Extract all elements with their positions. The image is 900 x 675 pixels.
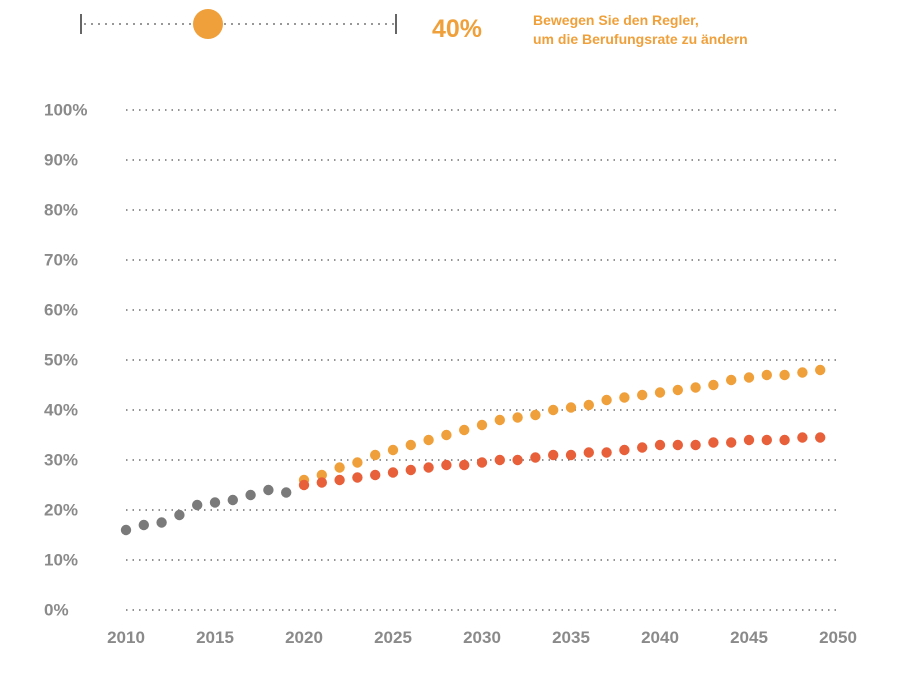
point-series-1 bbox=[690, 382, 701, 393]
point-series-1 bbox=[743, 372, 755, 383]
point-series-1 bbox=[423, 434, 434, 446]
point-series-2 bbox=[423, 462, 434, 473]
y-tick-label: 100% bbox=[44, 100, 87, 119]
y-tick-label: 30% bbox=[44, 450, 78, 469]
point-series-2 bbox=[601, 447, 612, 458]
y-tick-label: 50% bbox=[44, 350, 78, 369]
point-series-1 bbox=[672, 384, 683, 396]
slider-knob[interactable] bbox=[193, 9, 223, 39]
point-series-2 bbox=[370, 469, 381, 481]
point-series-2 bbox=[441, 459, 452, 471]
y-tick-label: 70% bbox=[44, 250, 78, 269]
point-series-2 bbox=[298, 479, 310, 491]
point-series-0 bbox=[209, 497, 221, 508]
point-series-1 bbox=[316, 469, 327, 481]
point-series-1 bbox=[352, 457, 363, 468]
point-series-1 bbox=[494, 414, 505, 426]
point-series-2 bbox=[779, 434, 790, 446]
y-tick-label: 20% bbox=[44, 500, 78, 519]
point-series-2 bbox=[690, 439, 701, 451]
point-series-2 bbox=[672, 439, 683, 451]
point-series-2 bbox=[548, 449, 559, 461]
point-series-2 bbox=[637, 442, 648, 453]
x-tick-label: 2050 bbox=[819, 628, 857, 647]
point-series-0 bbox=[227, 494, 238, 506]
point-series-2 bbox=[565, 449, 577, 461]
point-series-1 bbox=[530, 409, 541, 421]
point-series-0 bbox=[156, 517, 167, 528]
y-tick-label: 80% bbox=[44, 200, 78, 219]
point-series-2 bbox=[476, 457, 488, 468]
point-series-2 bbox=[459, 459, 470, 471]
point-series-1 bbox=[619, 392, 630, 403]
point-series-1 bbox=[637, 389, 648, 401]
point-series-1 bbox=[565, 402, 577, 413]
point-series-2 bbox=[708, 437, 719, 448]
point-series-0 bbox=[192, 499, 203, 511]
point-series-1 bbox=[654, 387, 666, 398]
point-series-2 bbox=[494, 454, 505, 466]
x-tick-label: 2020 bbox=[285, 628, 323, 647]
point-series-2 bbox=[654, 439, 666, 451]
point-series-2 bbox=[815, 432, 826, 443]
point-series-1 bbox=[797, 367, 808, 378]
y-tick-label: 10% bbox=[44, 550, 78, 569]
point-series-0 bbox=[174, 509, 185, 521]
x-tick-label: 2010 bbox=[107, 628, 145, 647]
point-series-1 bbox=[583, 399, 594, 411]
point-series-1 bbox=[708, 379, 719, 391]
point-series-2 bbox=[583, 447, 594, 458]
x-tick-label: 2025 bbox=[374, 628, 412, 647]
point-series-1 bbox=[441, 429, 452, 441]
point-series-1 bbox=[601, 394, 612, 406]
y-tick-label: 60% bbox=[44, 300, 78, 319]
point-series-1 bbox=[761, 369, 772, 381]
point-series-1 bbox=[548, 404, 559, 416]
point-series-2 bbox=[726, 437, 737, 448]
point-series-2 bbox=[316, 477, 327, 488]
point-series-1 bbox=[459, 424, 470, 436]
point-series-1 bbox=[334, 462, 345, 473]
point-series-2 bbox=[619, 444, 630, 456]
y-tick-label: 0% bbox=[44, 600, 69, 619]
point-series-1 bbox=[370, 449, 381, 461]
point-series-2 bbox=[352, 472, 363, 483]
point-series-2 bbox=[530, 452, 541, 463]
slider-hint: Bewegen Sie den Regler, um die Berufungs… bbox=[533, 11, 748, 49]
x-tick-label: 2035 bbox=[552, 628, 590, 647]
slider-hint-line1: Bewegen Sie den Regler, bbox=[533, 12, 699, 28]
slider-value-label: 40% bbox=[432, 15, 483, 43]
point-series-2 bbox=[761, 434, 772, 446]
point-series-2 bbox=[743, 434, 755, 446]
point-series-2 bbox=[405, 464, 416, 476]
point-series-2 bbox=[387, 467, 399, 478]
point-series-2 bbox=[797, 432, 808, 443]
point-series-1 bbox=[476, 419, 488, 431]
point-series-0 bbox=[281, 487, 292, 498]
point-series-1 bbox=[405, 439, 416, 451]
y-tick-label: 40% bbox=[44, 400, 78, 419]
point-series-1 bbox=[512, 412, 523, 423]
point-series-1 bbox=[726, 374, 737, 386]
x-tick-label: 2040 bbox=[641, 628, 679, 647]
point-series-1 bbox=[815, 364, 826, 376]
x-tick-label: 2030 bbox=[463, 628, 501, 647]
x-tick-label: 2045 bbox=[730, 628, 768, 647]
point-series-0 bbox=[245, 489, 256, 501]
point-series-0 bbox=[120, 524, 132, 536]
slider-hint-line2: um die Berufungsrate zu ändern bbox=[533, 31, 748, 47]
point-series-1 bbox=[387, 444, 399, 456]
slider-track[interactable] bbox=[78, 8, 400, 40]
y-tick-label: 90% bbox=[44, 150, 78, 169]
point-series-2 bbox=[334, 474, 345, 486]
point-series-2 bbox=[512, 454, 523, 466]
x-tick-label: 2015 bbox=[196, 628, 234, 647]
point-series-0 bbox=[263, 484, 274, 496]
rate-slider[interactable] bbox=[78, 8, 400, 40]
point-series-1 bbox=[779, 369, 790, 381]
point-series-0 bbox=[138, 519, 149, 531]
